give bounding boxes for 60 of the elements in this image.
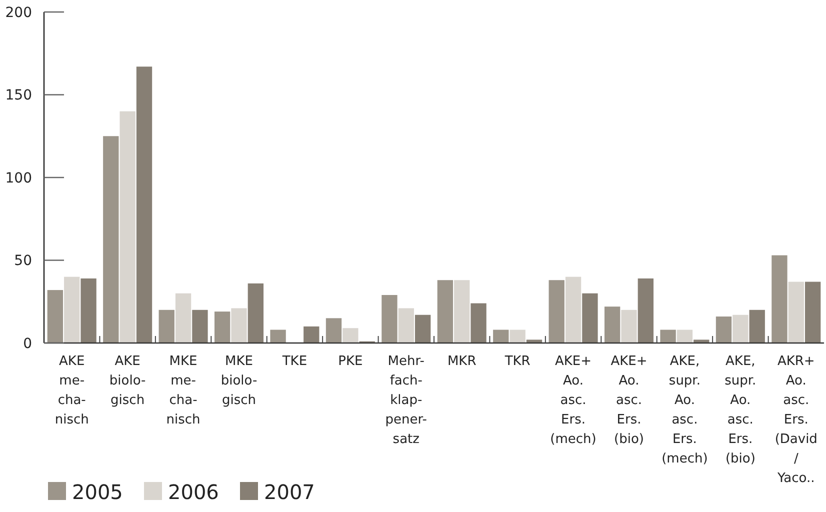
x-tick-label: AKR+ Ao. asc. Ers. (David / Yaco.. (774, 354, 818, 486)
x-tick-label: AKE, supr. Ao. asc. Ers. (mech) (662, 354, 708, 466)
x-tick-label: MKE biolo- gisch (220, 354, 258, 408)
bar (214, 312, 230, 343)
bar (493, 330, 509, 343)
bar (80, 278, 96, 343)
x-tick-label: MKR (447, 354, 476, 369)
bar (470, 303, 486, 343)
bar (398, 308, 414, 343)
y-tick-label: 150 (5, 88, 32, 104)
x-tick-label: AKE me- cha- nisch (54, 354, 89, 428)
bar (437, 280, 454, 343)
x-tick-label: AKE biolo- gisch (109, 354, 146, 408)
y-tick-label: 50 (14, 253, 32, 270)
bar (414, 314, 431, 343)
bar (248, 283, 264, 343)
bar (604, 306, 620, 343)
x-tick-label: AKE+ Ao. asc. Ers. (bio) (610, 354, 648, 447)
bar (136, 66, 152, 343)
x-tick-label: MKE me- cha- nisch (166, 354, 200, 428)
bar (103, 136, 119, 343)
bar (772, 255, 788, 343)
x-tick-label: PKE (338, 354, 363, 369)
bar (158, 310, 174, 343)
bar (382, 295, 398, 343)
x-tick-label: TKE (281, 354, 308, 369)
x-tick-label: AKE+ Ao. asc. Ers. (mech) (550, 354, 596, 447)
bar (304, 326, 320, 343)
bar (47, 290, 64, 343)
y-tick-label: 100 (5, 170, 32, 186)
bar (120, 111, 136, 343)
bar (270, 330, 286, 343)
bar (749, 310, 765, 343)
y-tick-label: 200 (5, 4, 32, 21)
legend-label: 2007 (264, 480, 315, 504)
bar (621, 310, 637, 343)
bar (565, 276, 582, 343)
x-tick-label: TKR (504, 354, 530, 369)
bar (342, 328, 358, 343)
x-tick-label: Mehr- fach- klap- pener- satz (385, 354, 428, 447)
x-tick-label: AKE, supr. Ao. asc. Ers. (bio) (724, 354, 756, 466)
bar (231, 308, 247, 343)
bar (716, 316, 732, 343)
bar (676, 330, 693, 343)
y-tick-label: 0 (23, 336, 32, 352)
bar (548, 280, 564, 343)
legend-label: 2005 (72, 480, 123, 504)
bar (638, 278, 654, 343)
bar (510, 330, 526, 343)
bar (64, 276, 80, 343)
bar (804, 282, 821, 343)
legend-label: 2006 (168, 480, 219, 504)
bar (660, 330, 676, 343)
bar (788, 282, 804, 343)
bar (582, 293, 598, 343)
bar (732, 314, 748, 343)
bar (175, 293, 192, 343)
bar (454, 280, 470, 343)
bar (326, 318, 342, 343)
bar (192, 310, 208, 343)
